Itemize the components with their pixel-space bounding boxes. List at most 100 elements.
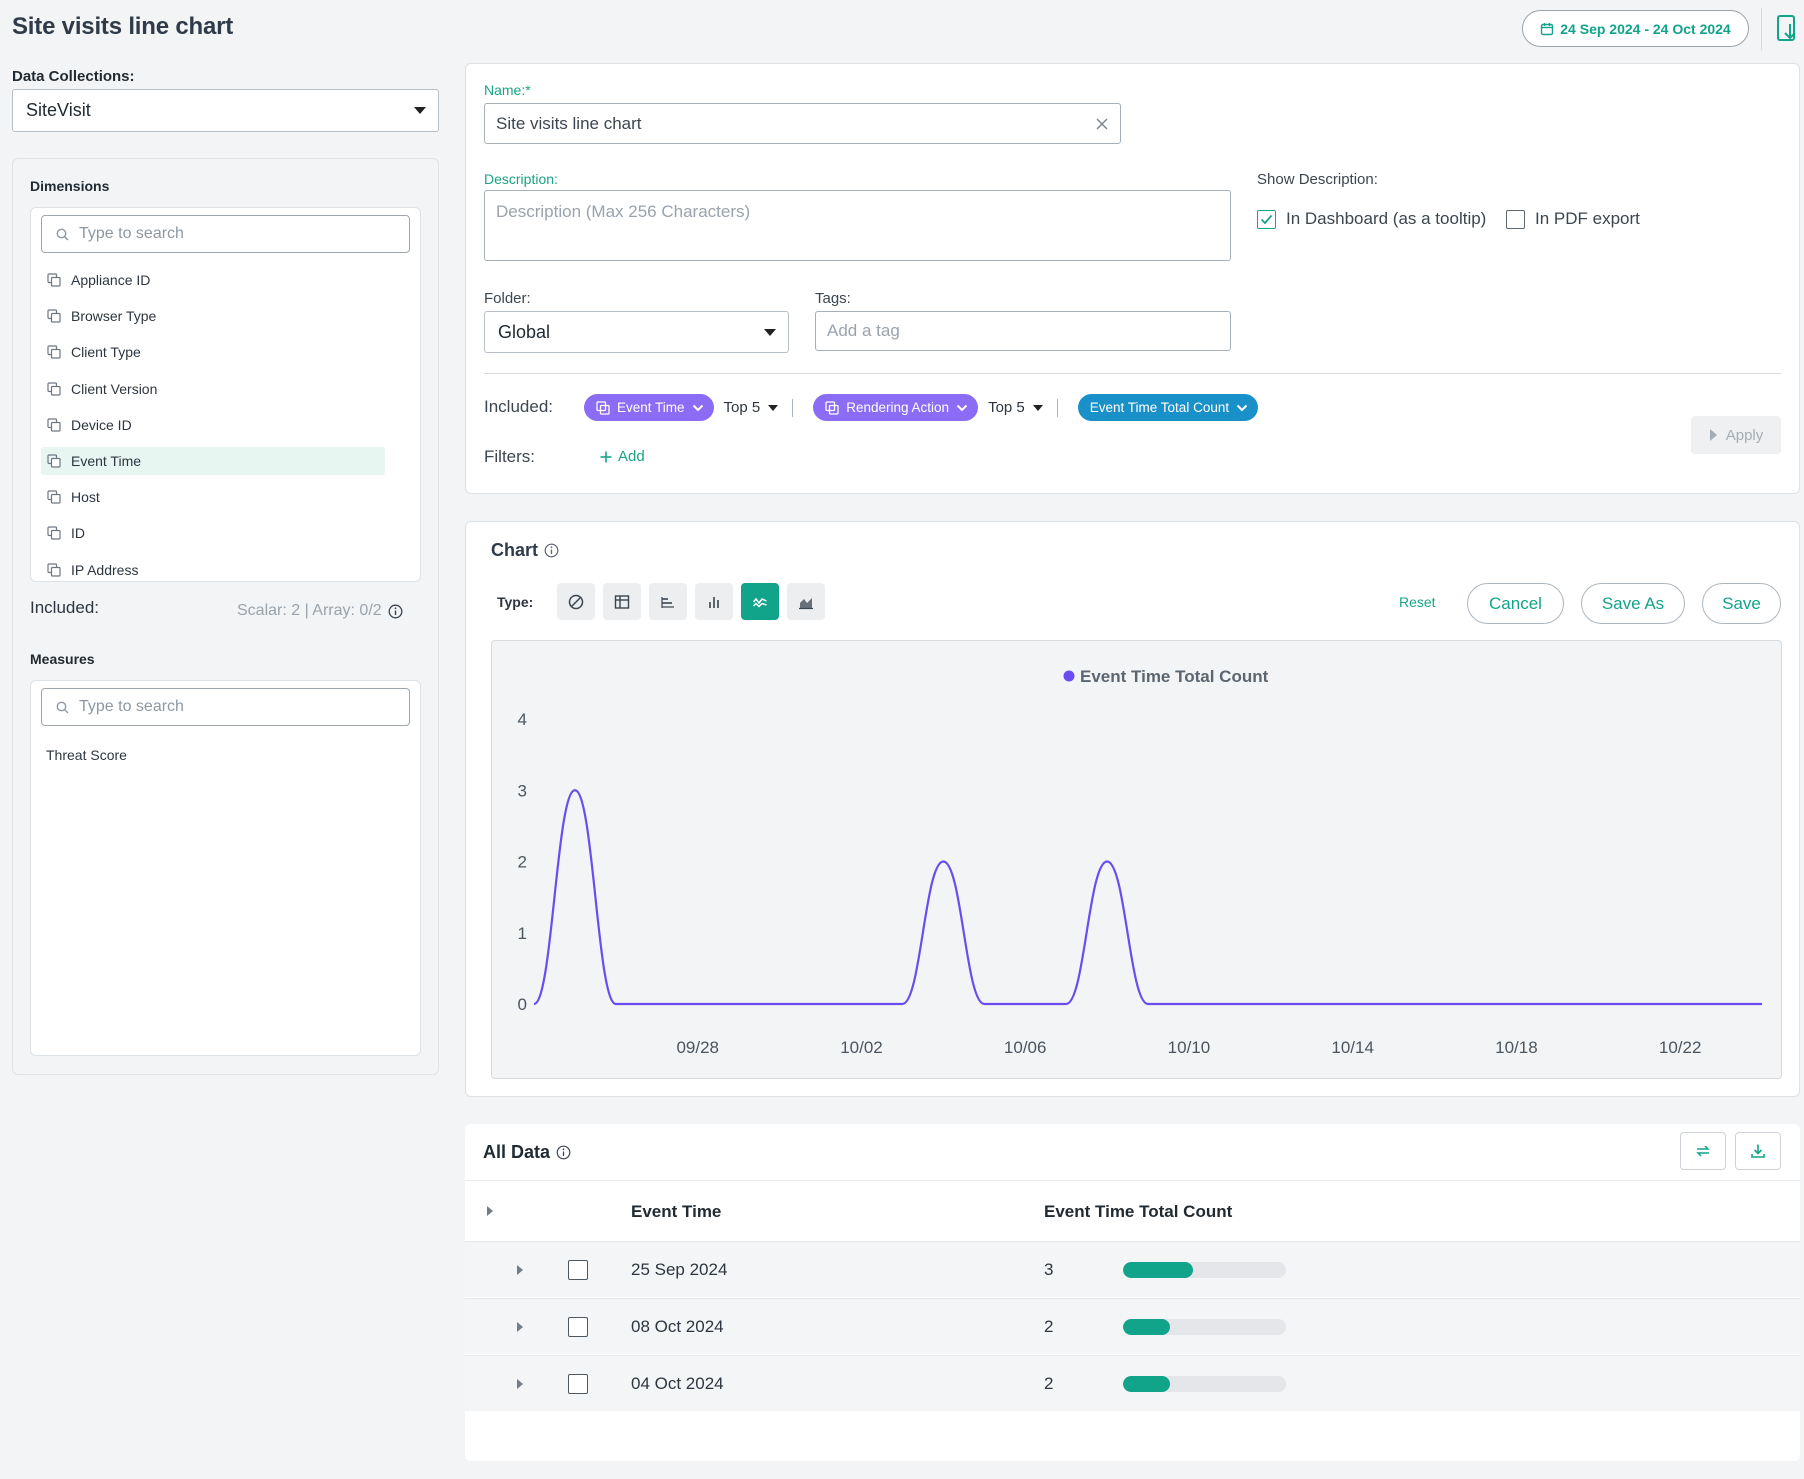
save-as-button[interactable]: Save As [1581,583,1685,624]
horizontal-bar-icon[interactable] [649,583,687,620]
measures-search-input[interactable]: Type to search [41,688,410,726]
data-collection-select[interactable]: SiteVisit [12,89,439,132]
refresh-button[interactable] [1680,1132,1726,1170]
dimension-item[interactable]: ID [41,519,385,547]
dimension-item[interactable]: IP Address [41,556,385,581]
topn-select-1[interactable]: Top 5 [724,399,779,416]
in-dashboard-checkbox[interactable] [1257,209,1276,229]
line-chart: Event Time Total Count 0 1 2 3 4 09/28 10/02 10/… [518,667,1765,1057]
chart-legend[interactable]: Event Time Total Count [1063,667,1269,686]
included-label: Included: [30,598,99,617]
reset-button[interactable]: Reset [1399,594,1436,610]
data-point[interactable] [613,1001,619,1007]
name-value: Site visits line chart [496,113,642,133]
table-body: 25 Sep 2024 3 08 Oct 2024 2 04 Oct 2024 2 [465,1241,1800,1421]
series-line[interactable] [533,789,1762,1006]
export-icon[interactable] [1776,14,1800,44]
area-icon[interactable] [787,583,825,620]
info-icon[interactable] [388,604,403,619]
data-point[interactable] [899,1001,905,1007]
search-icon [56,228,69,240]
name-input[interactable]: Site visits line chart [484,103,1121,144]
apply-label: Apply [1725,426,1764,444]
info-icon[interactable] [556,1145,571,1160]
data-point[interactable] [981,1001,987,1007]
measures-label: Measures [30,651,95,667]
in-pdf-option[interactable]: In PDF export [1506,209,1640,229]
measure-item-threat-score[interactable]: Threat Score [46,747,127,763]
dimension-item[interactable]: Event Time [41,447,385,475]
dimension-item[interactable]: Browser Type [41,302,385,330]
dimension-item[interactable]: Host [41,483,385,511]
data-point[interactable] [654,1001,660,1007]
info-icon[interactable] [544,543,559,558]
show-description-label: Show Description: [1257,171,1378,188]
description-input[interactable]: Description (Max 256 Characters) [484,190,1231,261]
chip-event-time-total-count[interactable]: Event Time Total Count [1077,394,1259,421]
row-checkbox[interactable] [568,1260,588,1280]
data-point[interactable] [1063,1001,1069,1007]
in-pdf-checkbox[interactable] [1506,209,1525,229]
play-icon [1709,429,1717,441]
data-point[interactable] [1104,859,1110,865]
date-range-picker[interactable]: 24 Sep 2024 - 24 Oct 2024 [1522,10,1749,47]
expand-row-icon[interactable] [517,1265,523,1275]
expand-row-icon[interactable] [517,1379,523,1389]
chip-rendering-action[interactable]: Rendering Action [813,394,979,421]
save-button[interactable]: Save [1702,583,1781,624]
dimension-item[interactable]: Appliance ID [41,266,385,294]
x-tick-label: 10/02 [840,1038,883,1057]
column-header-total-count[interactable]: Event Time Total Count [1044,1202,1233,1221]
dimensions-label: Dimensions [30,178,110,194]
data-point[interactable] [940,859,946,865]
chip-event-time[interactable]: Event Time [584,394,714,421]
data-point[interactable] [531,1001,537,1007]
folder-select[interactable]: Global [484,311,789,353]
column-header-event-time[interactable]: Event Time [631,1202,722,1221]
table-title: All Data [483,1142,551,1162]
table-row[interactable]: 08 Oct 2024 2 [465,1298,1800,1354]
apply-button[interactable]: Apply [1691,416,1781,454]
in-dashboard-option[interactable]: In Dashboard (as a tooltip) [1257,209,1486,229]
vertical-bar-icon[interactable] [695,583,733,620]
copy-icon [47,345,61,359]
x-tick-label: 09/28 [676,1038,719,1057]
tags-input[interactable]: Add a tag [815,311,1231,351]
data-point[interactable] [1759,1001,1765,1007]
data-point[interactable] [858,1001,864,1007]
data-point[interactable] [1145,1001,1151,1007]
chip-label: Rendering Action [846,400,950,415]
row-checkbox[interactable] [568,1374,588,1394]
table-icon[interactable] [603,583,641,620]
row-checkbox[interactable] [568,1317,588,1337]
expand-row-icon[interactable] [517,1322,523,1332]
none-icon[interactable] [557,583,595,620]
dimension-label: Event Time [71,453,142,469]
expand-all-icon[interactable] [487,1206,493,1216]
line-icon[interactable] [741,583,779,620]
data-point[interactable] [572,787,578,793]
download-button[interactable] [1735,1132,1781,1170]
dimension-item[interactable]: Device ID [41,411,385,439]
topn-select-2[interactable]: Top 5 [988,399,1043,416]
x-tick-label: 10/06 [1004,1038,1047,1057]
table-row[interactable]: 25 Sep 2024 3 [465,1241,1800,1297]
topn-label: Top 5 [988,399,1025,416]
cancel-button[interactable]: Cancel [1467,583,1564,624]
table-row[interactable]: 04 Oct 2024 2 [465,1355,1800,1411]
name-label: Name:* [484,82,531,98]
cell-count: 2 [1044,1374,1054,1393]
dimension-item[interactable]: Client Type [41,338,385,366]
add-filter-button[interactable]: Add [600,448,645,465]
count-bar [1123,1262,1286,1278]
count-bar-fill [1123,1319,1171,1335]
y-tick-label: 1 [518,924,527,943]
dimension-item[interactable]: Client Version [41,375,385,403]
dimensions-search-input[interactable]: Type to search [41,215,410,253]
page-title: Site visits line chart [12,13,234,40]
data-point[interactable] [1022,1001,1028,1007]
chevron-down-icon [692,404,703,411]
x-tick-label: 10/10 [1168,1038,1211,1057]
clear-icon[interactable] [1096,118,1108,130]
chevron-down-icon [1032,404,1043,411]
